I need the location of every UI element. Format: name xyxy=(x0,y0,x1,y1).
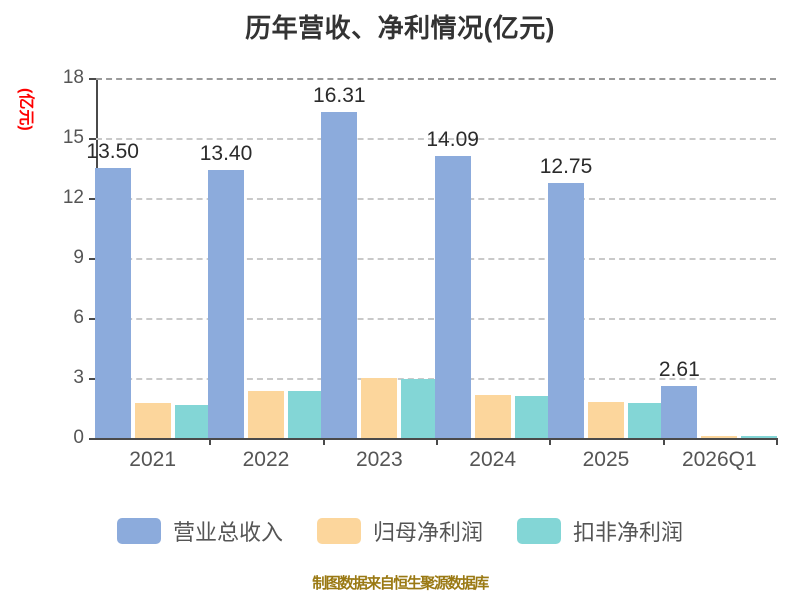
x-axis-tick-mark xyxy=(662,438,665,445)
x-axis-tick-label-2023: 2023 xyxy=(355,448,403,471)
y-axis-tick-mark xyxy=(89,78,96,80)
bar-2022-series-1 xyxy=(248,391,284,438)
x-axis-tick-label-2024: 2024 xyxy=(469,448,517,471)
bar-2021-series-1 xyxy=(134,403,171,438)
bar-2025-series-2 xyxy=(628,403,664,438)
y-axis-tick-mark xyxy=(89,198,96,200)
legend-label: 扣非净利润 xyxy=(573,520,684,545)
gridline xyxy=(96,78,776,80)
bar-2025-series-1 xyxy=(588,402,624,438)
bar-2021-series-2 xyxy=(174,405,211,438)
gridline xyxy=(96,138,776,140)
x-axis-tick-mark xyxy=(436,438,438,445)
bar-2023-series-0 xyxy=(321,111,358,438)
x-axis-tick-mark xyxy=(209,438,212,445)
legend-swatch-icon xyxy=(316,518,361,544)
x-axis-tick-label-2025: 2025 xyxy=(582,448,630,471)
bar-2025-series-0 xyxy=(548,183,584,438)
chart-title: 历年营收、净利情况(亿元) xyxy=(245,13,555,43)
bar-value-label: 2.61 xyxy=(658,357,700,381)
x-axis-tick-label-2026Q1: 2026Q1 xyxy=(681,448,757,471)
bar-2022-series-2 xyxy=(288,391,324,438)
legend-label: 营业总收入 xyxy=(172,520,283,545)
bar-value-label: 16.31 xyxy=(313,83,366,107)
y-axis-tick-label: 3 xyxy=(73,367,84,388)
bar-value-label: 13.50 xyxy=(86,140,139,163)
x-axis-tick-mark xyxy=(776,438,778,445)
legend-label: 归母净利润 xyxy=(372,520,483,545)
legend-item-0[interactable]: 营业总收入 xyxy=(116,515,283,547)
y-axis-tick-mark xyxy=(89,438,96,440)
bar-value-label: 12.75 xyxy=(539,155,593,178)
legend-item-2[interactable]: 扣非净利润 xyxy=(517,515,683,547)
bar-2023-series-1 xyxy=(361,378,398,438)
legend-swatch-icon xyxy=(116,518,161,544)
y-axis-tick-label: 6 xyxy=(73,307,84,328)
y-axis-tick-label: 0 xyxy=(73,427,84,448)
y-axis-tick-label: 9 xyxy=(73,247,84,268)
y-axis-tick-mark xyxy=(89,318,96,320)
bar-2026Q1-series-0 xyxy=(661,385,698,438)
bar-2022-series-0 xyxy=(208,170,244,438)
bar-2026Q1-series-1 xyxy=(701,436,738,438)
legend-item-1[interactable]: 归母净利润 xyxy=(316,515,483,547)
bar-2023-series-2 xyxy=(401,378,438,438)
x-axis-tick-mark xyxy=(322,438,325,445)
y-axis-tick-label: 12 xyxy=(62,187,84,208)
bar-2026Q1-series-2 xyxy=(741,435,778,438)
y-axis-tick-mark xyxy=(89,138,96,140)
y-axis-title: (亿元) xyxy=(17,88,34,131)
x-axis-tick-label-2022: 2022 xyxy=(242,448,290,471)
bar-value-label: 14.09 xyxy=(426,128,479,152)
bar-2024-series-2 xyxy=(514,396,551,438)
bar-2024-series-0 xyxy=(434,156,471,438)
y-axis-tick-label: 15 xyxy=(62,127,84,148)
bar-value-label: 13.40 xyxy=(199,142,253,165)
y-axis-tick-mark xyxy=(89,378,96,380)
y-axis-tick-label: 18 xyxy=(62,67,84,88)
y-axis-tick-mark xyxy=(89,258,96,260)
plot-area: 0 3 6 9 12 15 18 13.50 13.40 16.31 14.09 12.75 2.61… xyxy=(63,67,778,471)
bar-2024-series-1 xyxy=(474,395,511,438)
chart-legend: 营业总收入 归母净利润 扣非净利润 xyxy=(0,515,800,547)
bar-2021-series-0 xyxy=(94,168,131,438)
x-axis-tick-mark xyxy=(549,438,552,445)
footer-source-note: 制图数据来自恒生聚源数据库 xyxy=(312,575,489,592)
x-axis-tick-label-2021: 2021 xyxy=(129,448,177,471)
legend-swatch-icon xyxy=(517,518,561,544)
